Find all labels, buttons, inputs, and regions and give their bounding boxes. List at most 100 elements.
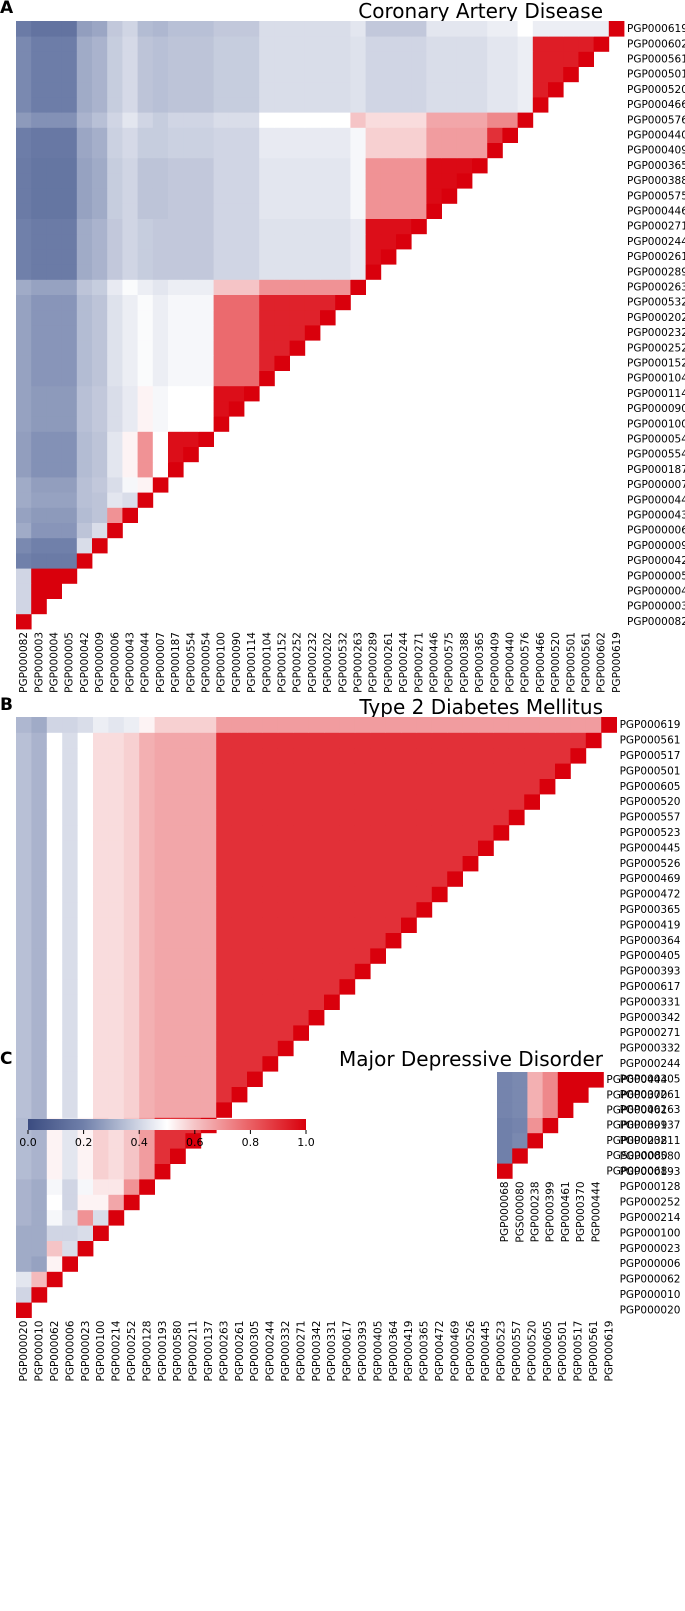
heatmap-cell: [107, 461, 123, 478]
heatmap-cell: [168, 21, 184, 37]
heatmap-cell: [350, 142, 366, 159]
heatmap-cell: [555, 717, 571, 733]
heatmap-cell: [472, 36, 488, 52]
heatmap-cell: [108, 824, 125, 841]
panel-letter: C: [0, 1049, 13, 1069]
heatmap-cell: [308, 824, 325, 841]
heatmap-cell: [508, 732, 525, 749]
heatmap-cell: [137, 492, 154, 508]
heatmap-cell: [154, 948, 171, 964]
heatmap-cell: [152, 294, 169, 311]
heatmap-cell: [123, 1132, 140, 1149]
heatmap-cell: [304, 36, 321, 52]
heatmap-cell: [46, 264, 62, 280]
heatmap-cell: [154, 1040, 171, 1057]
heatmap-cell: [31, 1194, 48, 1211]
heatmap-cell: [185, 840, 202, 856]
heatmap-cell: [274, 340, 290, 356]
heatmap-cell: [76, 370, 93, 387]
heatmap-cell: [289, 66, 306, 83]
heatmap-cell: [46, 1179, 63, 1195]
heatmap-cell: [339, 855, 356, 872]
colorbar-tick-label: 0.2: [75, 1136, 93, 1149]
heatmap-cell: [324, 932, 340, 949]
heatmap-cell: [16, 294, 32, 311]
heatmap-cell: [61, 21, 78, 37]
heatmap-cell: [441, 66, 458, 83]
heatmap-cell: [216, 855, 232, 872]
heatmap-cell: [517, 21, 534, 37]
heatmap-cell: [46, 233, 62, 250]
heatmap-cell: [122, 507, 138, 523]
heatmap-cell: [304, 294, 321, 311]
heatmap-cell: [354, 948, 371, 964]
heatmap-cell: [274, 355, 290, 371]
heatmap-cell: [456, 142, 473, 159]
heatmap-cell: [152, 233, 169, 250]
heatmap-cell: [350, 112, 366, 128]
heatmap-cell: [304, 81, 321, 98]
heatmap-cell: [152, 340, 169, 356]
y-tick-label: PGP000187: [627, 464, 685, 476]
heatmap-cell: [259, 173, 275, 189]
heatmap-cell: [139, 747, 155, 764]
heatmap-cell: [456, 127, 473, 143]
heatmap-cell: [93, 1225, 109, 1241]
heatmap-cell: [365, 142, 382, 159]
heatmap-cell: [168, 446, 184, 463]
heatmap-cell: [185, 978, 202, 995]
heatmap-cell: [152, 355, 169, 371]
heatmap-cell: [170, 732, 186, 749]
x-tick-label: PGP000068: [499, 1181, 511, 1242]
heatmap-cell: [289, 264, 306, 280]
heatmap-cell: [123, 778, 140, 795]
heatmap-cell: [304, 21, 321, 37]
heatmap-cell: [137, 21, 154, 37]
heatmap-cell: [262, 1040, 279, 1057]
heatmap-cell: [304, 325, 321, 341]
heatmap-cell: [324, 994, 340, 1010]
heatmap-cell: [93, 763, 109, 779]
heatmap-cell: [365, 203, 382, 219]
x-tick-label: PGP000100: [216, 632, 228, 693]
x-tick-label: PGP000009: [94, 632, 106, 693]
heatmap-cell: [92, 461, 108, 478]
x-tick-label: PGP000003: [33, 632, 45, 693]
heatmap-cell: [170, 1132, 186, 1149]
heatmap-cell: [304, 279, 321, 295]
heatmap-cell: [335, 51, 351, 67]
heatmap-cell: [92, 51, 108, 67]
heatmap-cell: [107, 188, 123, 204]
heatmap-cell: [416, 809, 433, 826]
heatmap-cell: [524, 717, 540, 733]
heatmap-cell: [46, 1025, 63, 1041]
heatmap-cell: [152, 21, 169, 37]
heatmap-cell: [93, 871, 109, 887]
heatmap-cell: [216, 871, 232, 887]
heatmap-cell: [46, 886, 63, 903]
heatmap-cell: [508, 717, 525, 733]
heatmap-cell: [31, 1179, 48, 1195]
y-axis-labels: PGP000619PGP000561PGP000517PGP000501PGP0…: [620, 719, 681, 1316]
heatmap-cell: [228, 249, 245, 265]
x-tick-label: PGP000193: [157, 1321, 169, 1382]
heatmap-cell: [154, 824, 171, 841]
heatmap-cell: [107, 249, 123, 265]
heatmap-cell: [152, 264, 169, 280]
heatmap-cell: [320, 309, 336, 326]
heatmap-cell: [123, 978, 140, 995]
heatmap-cell: [122, 218, 138, 235]
heatmap-cell: [92, 446, 108, 463]
heatmap-cell: [92, 355, 108, 371]
heatmap-cell: [46, 203, 62, 219]
heatmap-cell: [31, 553, 47, 569]
heatmap-cell: [16, 370, 32, 387]
heatmap-cell: [231, 932, 248, 949]
heatmap-cell: [31, 732, 48, 749]
colorbar-tick-label: 0.4: [130, 1136, 148, 1149]
heatmap-cell: [228, 36, 245, 52]
heatmap-cell: [137, 173, 154, 189]
heatmap-cell: [512, 1102, 528, 1118]
heatmap-cell: [259, 51, 275, 67]
heatmap-cell: [92, 522, 108, 539]
